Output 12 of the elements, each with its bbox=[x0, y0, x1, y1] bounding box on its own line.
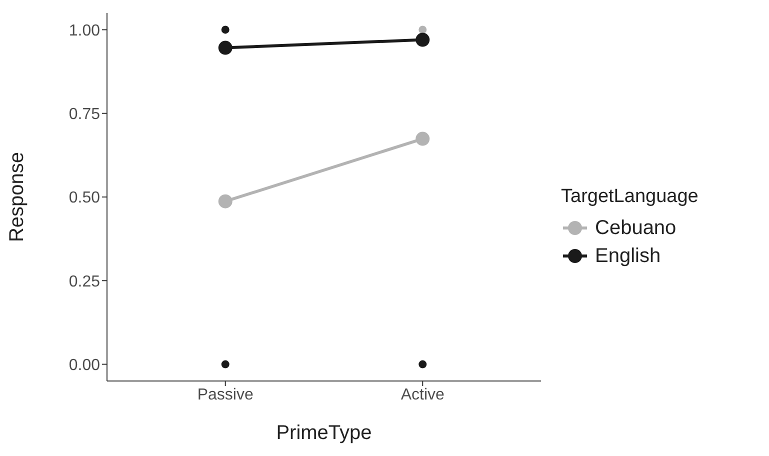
y-tick-label: 0.00 bbox=[68, 356, 100, 374]
y-axis-title: Response bbox=[6, 152, 28, 242]
x-tick-label: Passive bbox=[197, 386, 254, 404]
legend-label: English bbox=[595, 244, 661, 268]
x-tick-label: Active bbox=[400, 386, 445, 404]
y-tick-label: 1.00 bbox=[68, 22, 100, 40]
x-axis-title: PrimeType bbox=[276, 422, 372, 444]
legend-title: TargetLanguage bbox=[561, 186, 700, 208]
y-tick-label: 0.50 bbox=[68, 190, 100, 207]
y-tick-label: 0.75 bbox=[68, 106, 100, 124]
legend-label: Cebuano bbox=[595, 216, 676, 240]
y-tick-label: 0.25 bbox=[68, 273, 100, 290]
